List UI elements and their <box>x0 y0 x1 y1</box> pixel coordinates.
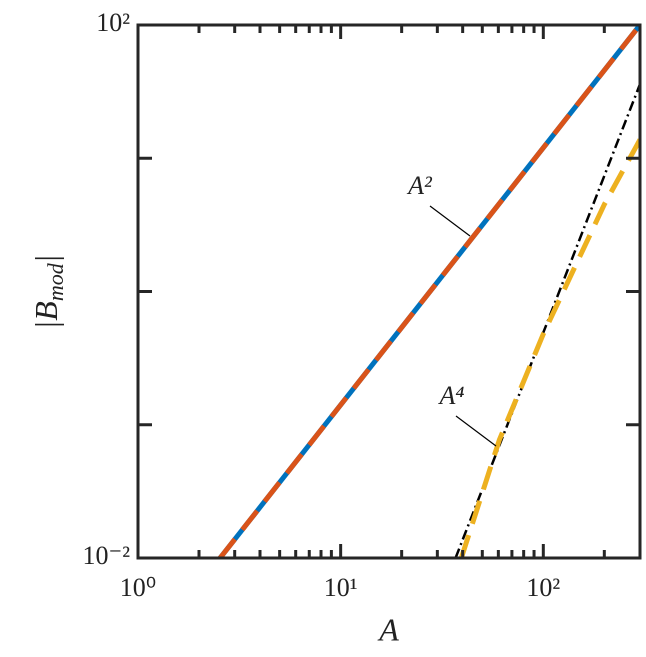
plot-lines <box>218 25 640 558</box>
y-label-part: |B <box>28 301 64 329</box>
series-line <box>218 25 640 558</box>
x-tick-label: 10² <box>526 573 560 602</box>
x-tick-label: 10¹ <box>324 573 358 602</box>
x-tick-label: 10⁰ <box>120 573 156 602</box>
plot-frame <box>136 23 642 560</box>
y-label-sub: mod <box>43 262 68 301</box>
series-line <box>458 138 640 558</box>
annotation: A⁴ <box>438 381 465 410</box>
y-tick-label: 10⁻² <box>82 541 130 570</box>
annotation-leader <box>429 205 471 237</box>
y-label-part: | <box>28 254 64 263</box>
y-tick-label: 10² <box>96 8 130 37</box>
annotation: A² <box>406 171 433 200</box>
x-axis-label: A <box>377 611 399 647</box>
annotation-leader <box>455 415 497 447</box>
y-axis-label: |Bmod| <box>28 254 68 329</box>
